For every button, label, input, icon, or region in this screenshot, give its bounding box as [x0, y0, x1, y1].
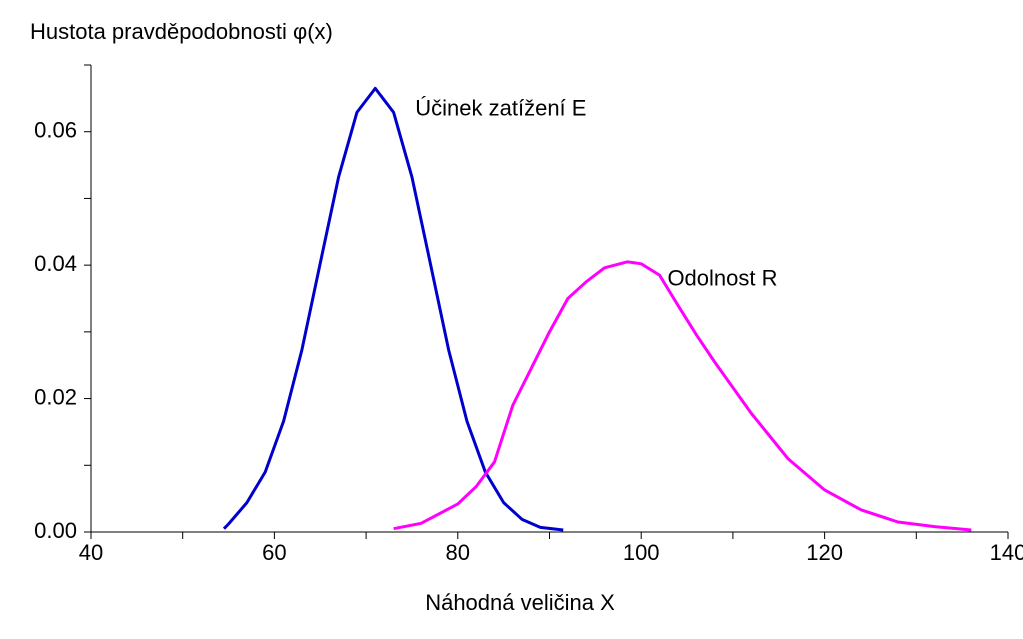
x-tick-label: 80	[446, 540, 470, 565]
y-tick-label: 0.02	[34, 384, 77, 409]
series-label: Účinek zatížení E	[415, 95, 586, 120]
x-tick-label: 60	[262, 540, 286, 565]
series-label: Odolnost R	[667, 266, 777, 291]
y-tick-label: 0.04	[34, 251, 77, 276]
x-tick-label: 120	[806, 540, 843, 565]
x-tick-label: 40	[79, 540, 103, 565]
y-tick-label: 0.06	[34, 118, 77, 143]
series-line	[222, 86, 564, 532]
x-tick-label: 140	[990, 540, 1023, 565]
y-tick-label: 0.00	[34, 518, 77, 543]
x-tick-label: 100	[623, 540, 660, 565]
x-axis-label: Náhodná veličina X	[425, 590, 615, 615]
chart-title: Hustota pravděpodobnosti φ(x)	[30, 19, 333, 44]
series-line	[393, 260, 972, 532]
